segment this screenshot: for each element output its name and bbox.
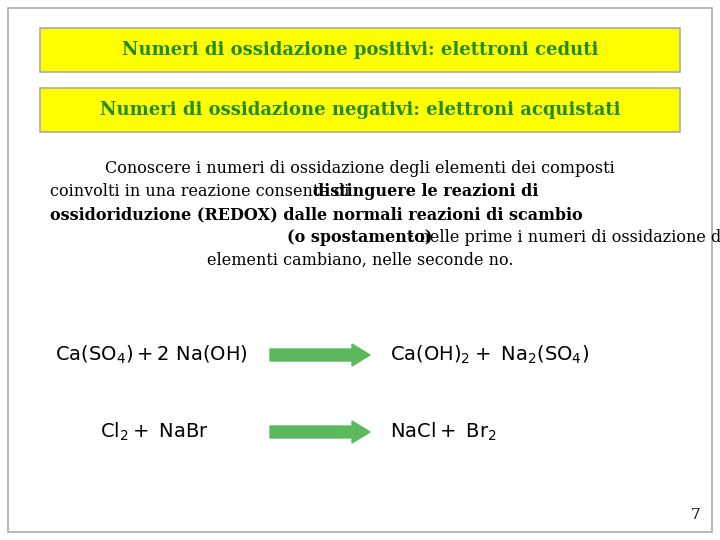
Text: Conoscere i numeri di ossidazione degli elementi dei composti: Conoscere i numeri di ossidazione degli … [105, 160, 615, 177]
Text: $\mathrm{Cl_2 + \ NaBr}$: $\mathrm{Cl_2 + \ NaBr}$ [100, 421, 209, 443]
Bar [40, 28, 680, 72]
Text: 7: 7 [690, 508, 700, 522]
Text: $\mathrm{Ca(OH)_2 + \ Na_2(SO_4)}$: $\mathrm{Ca(OH)_2 + \ Na_2(SO_4)}$ [390, 344, 589, 366]
Text: ossidoriduzione (REDOX) dalle normali reazioni di scambio: ossidoriduzione (REDOX) dalle normali re… [50, 206, 582, 223]
Text: $\mathrm{Ca(SO_4) + 2\ Na(OH)}$: $\mathrm{Ca(SO_4) + 2\ Na(OH)}$ [55, 344, 248, 366]
FancyArrow shape [270, 344, 370, 366]
Text: distinguere le reazioni di: distinguere le reazioni di [313, 183, 539, 200]
Text: : nelle prime i numeri di ossidazione degli: : nelle prime i numeri di ossidazione de… [409, 229, 720, 246]
Bar [40, 88, 680, 132]
Text: coinvolti in una reazione consente di: coinvolti in una reazione consente di [50, 183, 354, 200]
FancyArrow shape [270, 421, 370, 443]
Text: Numeri di ossidazione negativi: elettroni acquistati: Numeri di ossidazione negativi: elettron… [100, 101, 620, 119]
Text: elementi cambiano, nelle seconde no.: elementi cambiano, nelle seconde no. [207, 252, 513, 269]
Text: (o spostamento): (o spostamento) [287, 229, 433, 246]
Text: $\mathrm{NaCl + \ Br_2}$: $\mathrm{NaCl + \ Br_2}$ [390, 421, 497, 443]
Text: coinvolti in una reazione consente di  distinguere le reazioni di: coinvolti in una reazione consente di di… [50, 183, 564, 200]
Text: Numeri di ossidazione positivi: elettroni ceduti: Numeri di ossidazione positivi: elettron… [122, 41, 598, 59]
